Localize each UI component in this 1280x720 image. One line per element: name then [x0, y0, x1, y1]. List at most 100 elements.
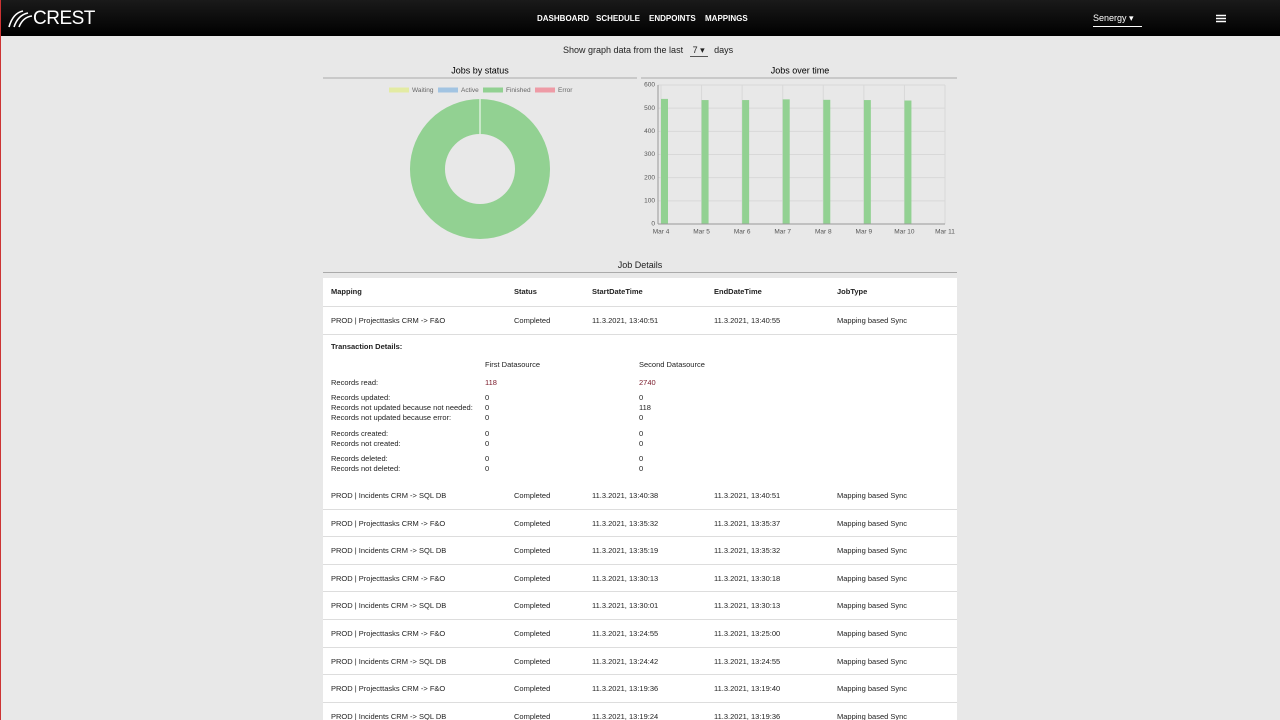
table-cell: 11.3.2021, 13:35:37 — [714, 518, 781, 528]
record-value: 0 — [485, 393, 490, 402]
table-cell: 11.3.2021, 13:35:32 — [714, 546, 781, 556]
row-divider — [323, 563, 957, 565]
table-cell: 11.3.2021, 13:19:40 — [714, 684, 781, 694]
y-tick-label: 600 — [644, 82, 655, 89]
bar — [742, 100, 750, 224]
table-row[interactable]: PROD | Incidents CRM -> SQL DB Completed 1… — [323, 481, 957, 508]
nav-link[interactable]: MAPPINGS — [705, 14, 748, 23]
logo-icon — [8, 10, 33, 28]
record-label: Records not deleted: — [331, 464, 401, 473]
bar — [863, 100, 871, 224]
menu-icon[interactable] — [1215, 14, 1227, 24]
table-cell: PROD | Projecttasks CRM -> F&O — [331, 573, 446, 583]
y-tick-label: 0 — [651, 221, 655, 228]
bar — [661, 98, 668, 224]
table-cell: Mapping based Sync — [837, 316, 908, 325]
table-cell: 11.3.2021, 13:19:24 — [592, 711, 659, 720]
record-value: 0 — [639, 429, 644, 438]
filter: Show graph data from the last 7 ▾ days — [563, 45, 733, 57]
table-cell: PROD | Incidents CRM -> SQL DB — [331, 491, 447, 500]
table-cell: 11.3.2021, 13:40:51 — [714, 491, 781, 500]
table-cell: Completed — [514, 711, 551, 720]
record-value: 0 — [639, 393, 644, 402]
y-tick-label: 400 — [644, 128, 655, 135]
record-value: 2740 — [639, 378, 656, 387]
nav-link[interactable]: SCHEDULE — [596, 14, 641, 23]
job-table: Mapping Status StartDateTime EndDateTime Job… — [323, 278, 957, 720]
row-divider — [323, 591, 957, 593]
record-value: 118 — [639, 403, 651, 412]
bar — [782, 99, 790, 224]
user-menu[interactable]: Senergy ▾ — [1093, 13, 1142, 27]
table-cell: Completed — [514, 629, 551, 638]
table-row[interactable]: PROD | Projecttasks CRM -> F&O Completed 1… — [323, 509, 957, 536]
record-value: 0 — [485, 413, 490, 422]
record-value: 0 — [639, 454, 644, 463]
table-cell: PROD | Incidents CRM -> SQL DB — [331, 546, 447, 556]
days-select[interactable]: 7 ▾ — [689, 45, 708, 57]
record-value: 0 — [639, 439, 644, 448]
table-cell: 11.3.2021, 13:30:13 — [592, 573, 659, 583]
charts: Jobs by status Waiting Active Finished Error… — [323, 65, 957, 240]
table-cell: 11.3.2021, 13:40:38 — [592, 491, 659, 500]
row-divider — [323, 508, 957, 510]
pie-segment — [409, 98, 551, 240]
y-tick-label: 300 — [644, 151, 655, 158]
table-row[interactable]: PROD | Projecttasks CRM -> F&O Completed 1… — [323, 619, 957, 646]
days-value: 7 — [692, 45, 698, 55]
record-label: Records updated: — [331, 393, 391, 402]
column-header: EndDateTime — [714, 287, 762, 296]
logo-text: CREST — [33, 8, 95, 29]
table-cell: 11.3.2021, 13:19:36 — [714, 711, 781, 720]
nav-link[interactable]: DASHBOARD — [537, 14, 589, 23]
table-row[interactable]: PROD | Incidents CRM -> SQL DB Completed 1… — [323, 536, 957, 563]
table-cell: Mapping based Sync — [837, 518, 908, 528]
table-cell: 11.3.2021, 13:30:01 — [592, 601, 659, 611]
table-row[interactable]: PROD | Projecttasks CRM -> F&O Completed 1… — [323, 564, 957, 591]
x-tick-label: Mar 6 — [734, 229, 751, 236]
table-cell: Completed — [514, 656, 551, 666]
y-tick-label: 500 — [644, 105, 655, 112]
record-label: Records deleted: — [331, 454, 388, 463]
table-row[interactable]: PROD | Projecttasks CRM -> F&O Completed 1… — [323, 674, 957, 701]
column-header: Mapping — [331, 287, 362, 296]
x-tick-label: Mar 4 — [653, 229, 670, 236]
nav-link[interactable]: ENDPOINTS — [649, 14, 696, 23]
table-cell: PROD | Incidents CRM -> SQL DB — [331, 601, 447, 611]
table-cell: 11.3.2021, 13:19:36 — [592, 684, 659, 694]
record-label: Records read: — [331, 378, 379, 387]
legend-label: Active — [461, 87, 479, 94]
table-cell: Completed — [514, 316, 551, 325]
legend-label: Error — [558, 87, 573, 94]
legend-swatch — [483, 87, 503, 93]
y-tick-label: 100 — [644, 198, 655, 205]
table-title: Job Details — [323, 260, 957, 273]
record-label: Records not created: — [331, 439, 401, 448]
legend-label: Waiting — [412, 87, 434, 94]
table-row[interactable]: PROD | Incidents CRM -> SQL DB Completed 1… — [323, 702, 957, 720]
table-cell: 11.3.2021, 13:35:32 — [592, 518, 659, 528]
record-value: 0 — [639, 464, 644, 473]
table-cell: 11.3.2021, 13:40:51 — [592, 316, 659, 325]
legend-swatch — [389, 87, 409, 93]
table-cell: Mapping based Sync — [837, 491, 908, 500]
row-divider — [323, 646, 957, 648]
table-row[interactable]: PROD | Incidents CRM -> SQL DB Completed 1… — [323, 647, 957, 674]
table-row[interactable]: PROD | Projecttasks CRM -> F&O Completed 1… — [323, 306, 957, 333]
y-tick-label: 200 — [644, 174, 655, 181]
record-label: Records created: — [331, 429, 389, 438]
record-value: 0 — [485, 439, 490, 448]
bar — [823, 99, 831, 224]
source-header: Second Datasource — [639, 360, 705, 369]
row-divider — [323, 701, 957, 703]
x-tick-label: Mar 5 — [693, 229, 710, 236]
column-header: Status — [514, 287, 537, 296]
table-cell: PROD | Projecttasks CRM -> F&O — [331, 629, 446, 638]
table-row[interactable]: PROD | Incidents CRM -> SQL DB Completed 1… — [323, 591, 957, 618]
table-cell: Completed — [514, 684, 551, 694]
table-cell: 11.3.2021, 13:24:55 — [592, 629, 659, 638]
table-cell: PROD | Incidents CRM -> SQL DB — [331, 656, 447, 666]
legend-swatch — [438, 87, 458, 93]
source-header: First Datasource — [485, 360, 541, 369]
